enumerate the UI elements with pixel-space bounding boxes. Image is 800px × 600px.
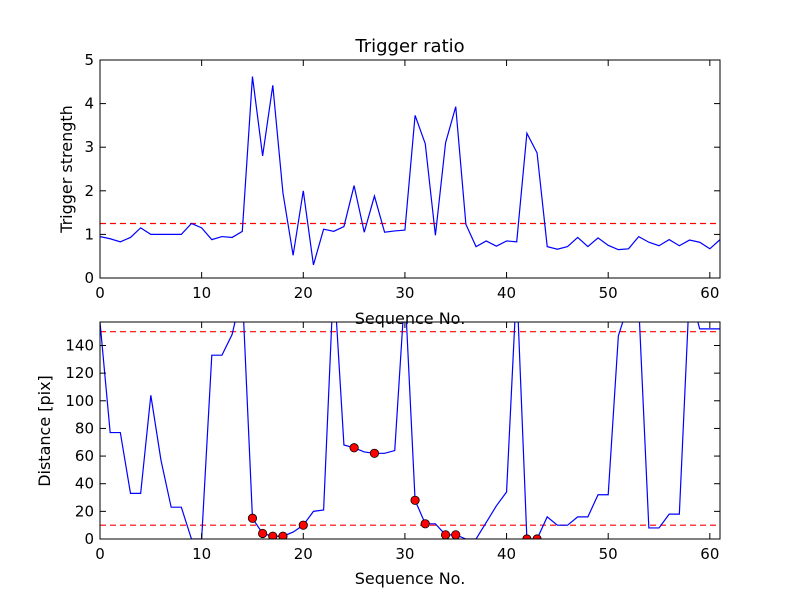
bottom-y-tick-label: 140 — [65, 336, 94, 354]
top-y-tick-label: 4 — [84, 95, 94, 113]
bottom-y-tick-label: 60 — [75, 447, 94, 465]
bottom-axes-frame — [99, 321, 721, 540]
bottom-y-tick-label: 80 — [75, 419, 94, 437]
bottom-chart: 0 10 20 30 40 50 60 0 20 40 60 80 100 120 140 Sequence… — [35, 321, 721, 588]
top-y-tick-label: 0 — [84, 269, 94, 287]
top-axes-frame — [99, 59, 721, 279]
bottom-y-tick-label: 100 — [65, 392, 94, 410]
bottom-data-layer — [100, 322, 720, 539]
bottom-marker-point — [451, 530, 461, 539]
bottom-y-tick-label: 40 — [75, 475, 94, 493]
bottom-x-tick-label: 10 — [192, 545, 211, 563]
bottom-marker-point — [410, 495, 420, 505]
bottom-plot-area: 0 10 20 30 40 50 60 0 20 40 60 80 100 120 140 — [65, 321, 721, 563]
top-x-tick-label: 50 — [599, 284, 618, 302]
bottom-x-tick-label: 20 — [294, 545, 313, 563]
top-x-tick-label: 30 — [395, 284, 414, 302]
bottom-y-axis-label: Distance [pix] — [35, 375, 54, 487]
bottom-y-tick-label: 0 — [84, 530, 94, 548]
top-x-axis-label: Sequence No. — [355, 309, 466, 328]
top-plot-area: 0 10 20 30 40 50 60 0 1 2 3 4 5 — [84, 51, 721, 302]
top-x-tick-label: 40 — [497, 284, 516, 302]
bottom-series-line-0 — [100, 322, 720, 539]
bottom-x-tick-label: 30 — [395, 545, 414, 563]
top-x-tick-label: 20 — [294, 284, 313, 302]
bottom-marker-point — [369, 448, 380, 458]
bottom-x-axis-label: Sequence No. — [355, 569, 466, 588]
bottom-marker-point — [440, 530, 451, 539]
top-y-tick-label: 3 — [84, 138, 94, 156]
bottom-marker-point — [298, 520, 308, 530]
bottom-x-tick-label: 40 — [497, 545, 516, 563]
top-series-line-0 — [100, 76, 720, 266]
top-x-tick-label: 10 — [192, 284, 211, 302]
bottom-y-tick-label: 120 — [65, 364, 94, 382]
bottom-marker-point — [420, 519, 430, 529]
bottom-x-tick-label: 50 — [599, 545, 618, 563]
top-data-layer — [100, 76, 720, 266]
top-chart-title: Trigger ratio — [354, 36, 464, 57]
top-y-axis-label: Trigger strength — [57, 105, 76, 234]
top-y-tick-label: 1 — [84, 225, 94, 243]
top-y-tick-label: 5 — [84, 51, 94, 69]
top-x-tick-label: 0 — [95, 284, 105, 302]
bottom-marker-point — [268, 531, 278, 539]
bottom-x-tick-label: 0 — [95, 545, 105, 563]
bottom-marker-point — [258, 528, 268, 539]
top-x-tick-label: 60 — [700, 284, 719, 302]
bottom-y-tick-label: 20 — [75, 502, 94, 520]
bottom-marker-point — [278, 531, 288, 539]
top-chart: Trigger ratio 0 10 20 30 40 50 60 0 1 2 3 4 5 Sequen… — [57, 36, 721, 328]
bottom-x-tick-label: 60 — [700, 545, 719, 563]
bottom-marker-point — [349, 443, 359, 453]
top-y-tick-label: 2 — [84, 182, 94, 200]
bottom-marker-point — [247, 513, 258, 523]
